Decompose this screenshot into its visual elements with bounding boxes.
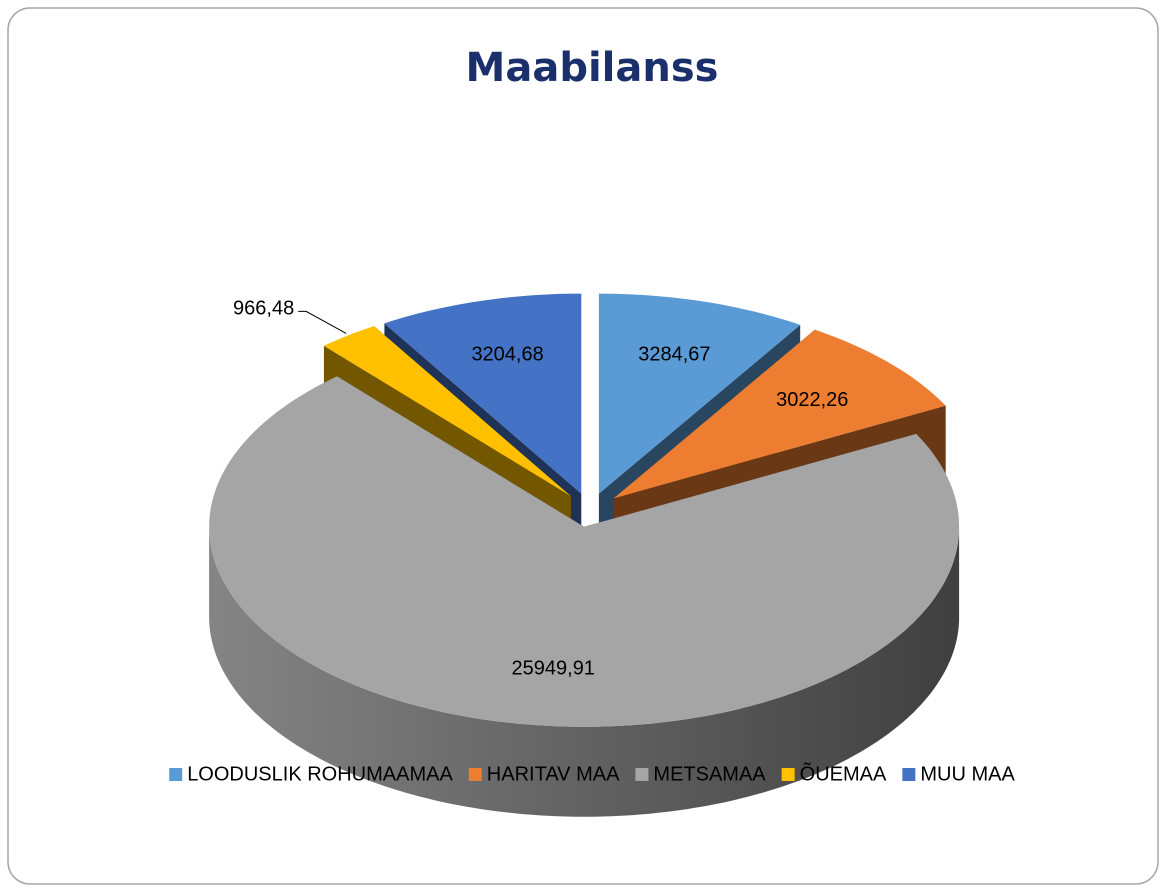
legend-label: METSAMAA <box>653 763 766 785</box>
data-label: 25949,91 <box>512 658 595 680</box>
pie-slice <box>209 376 960 727</box>
legend-swatch <box>169 768 183 781</box>
legend-swatch <box>781 768 795 781</box>
legend-label: HARITAV MAA <box>487 763 620 785</box>
legend-swatch <box>468 768 482 781</box>
pie-slice <box>384 293 582 494</box>
pie-slice <box>598 293 801 494</box>
legend-label: ÕUEMAA <box>800 761 887 785</box>
data-label: 3204,68 <box>471 343 543 365</box>
legend-swatch <box>902 768 916 781</box>
legend-swatch <box>635 768 649 781</box>
data-label: 966,48 <box>233 298 294 320</box>
data-label: 3022,26 <box>776 389 848 411</box>
legend-label: MUU MAA <box>920 763 1015 785</box>
legend-label: LOODUSLIK ROHUMAAMAA <box>187 763 453 785</box>
leader-line <box>298 310 347 334</box>
pie-slice <box>613 329 946 499</box>
data-label: 3284,67 <box>638 344 710 366</box>
pie-slice <box>323 326 571 497</box>
chart-title: Maabilanss <box>466 45 719 91</box>
slice-outer-wall <box>209 526 960 817</box>
